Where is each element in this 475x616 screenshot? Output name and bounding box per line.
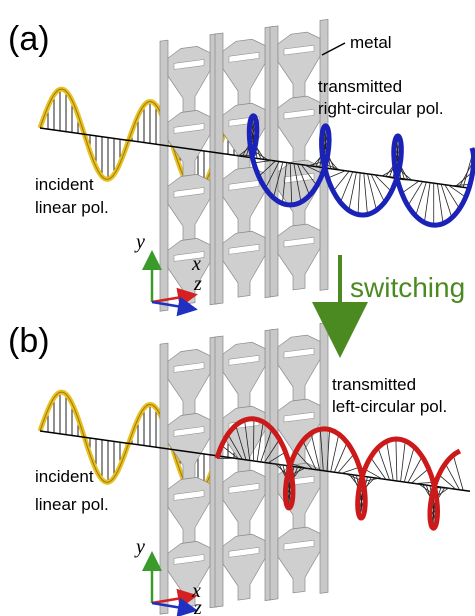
plate-bar [160,343,168,614]
axis-arrow [152,597,188,603]
metal-label: metal [350,33,392,52]
panel-label: (a) [8,20,50,58]
axis-label: x [191,253,201,275]
transmitted-label: transmitted [332,375,416,394]
field-vector [415,482,433,483]
field-vector [364,173,368,214]
transmitted-label: transmitted [318,77,402,96]
field-vector [401,441,406,482]
field-vector [396,439,397,481]
field-vector [453,455,463,490]
plate-cell [168,348,210,417]
field-vector [378,448,390,480]
axis-arrow [152,296,188,302]
plate-bar [160,40,168,311]
field-vector [328,171,346,178]
incident-label: linear pol. [35,495,109,514]
panel-label: (b) [8,322,50,360]
figure: (a) metal transmitted right-circular pol… [0,0,475,616]
transmitted-label: left-circular pol. [332,397,447,416]
plate-cell [278,94,320,163]
field-vector [408,182,423,206]
field-vector [311,433,320,470]
axis-label: z [193,597,202,616]
axis-label: z [193,273,202,295]
incident-label: linear pol. [35,198,109,217]
field-vector [253,419,254,461]
plate-cell [168,476,210,545]
incident-label: incident [35,467,94,486]
plate-bar [215,33,223,304]
switching-label: switching [350,272,465,303]
incident-label: incident [35,175,94,194]
field-vector [333,171,349,191]
field-vector [404,447,414,482]
field-vector [340,172,352,203]
field-vector [416,182,427,216]
axis-label: y [134,536,145,558]
axis-arrow [152,302,188,308]
field-vector [445,185,460,209]
field-vector [367,174,376,210]
plate-cell [278,222,320,291]
plate-cell [223,341,265,410]
axis-arrow [152,603,188,609]
field-vector [371,457,386,479]
plate-cell [168,173,210,242]
plate-cell [223,230,265,299]
field-vector [424,183,430,223]
plate-cell [168,237,210,306]
field-vector [331,434,339,472]
transmitted-label: right-circular pol. [318,99,444,118]
field-vector [441,184,452,218]
plate-cell [278,30,320,99]
plate-cell [223,38,265,107]
field-vector [342,467,360,473]
plate-bar [320,322,328,593]
plate-cell [223,405,265,474]
plate-cell [278,333,320,402]
plate-cell [278,525,320,594]
plate-bar [215,336,223,607]
axis-label: y [134,231,145,253]
field-vector [437,184,443,224]
plate-cell [223,469,265,538]
field-vector [358,173,360,215]
plate-cell [168,45,210,114]
plate-cell [223,533,265,602]
